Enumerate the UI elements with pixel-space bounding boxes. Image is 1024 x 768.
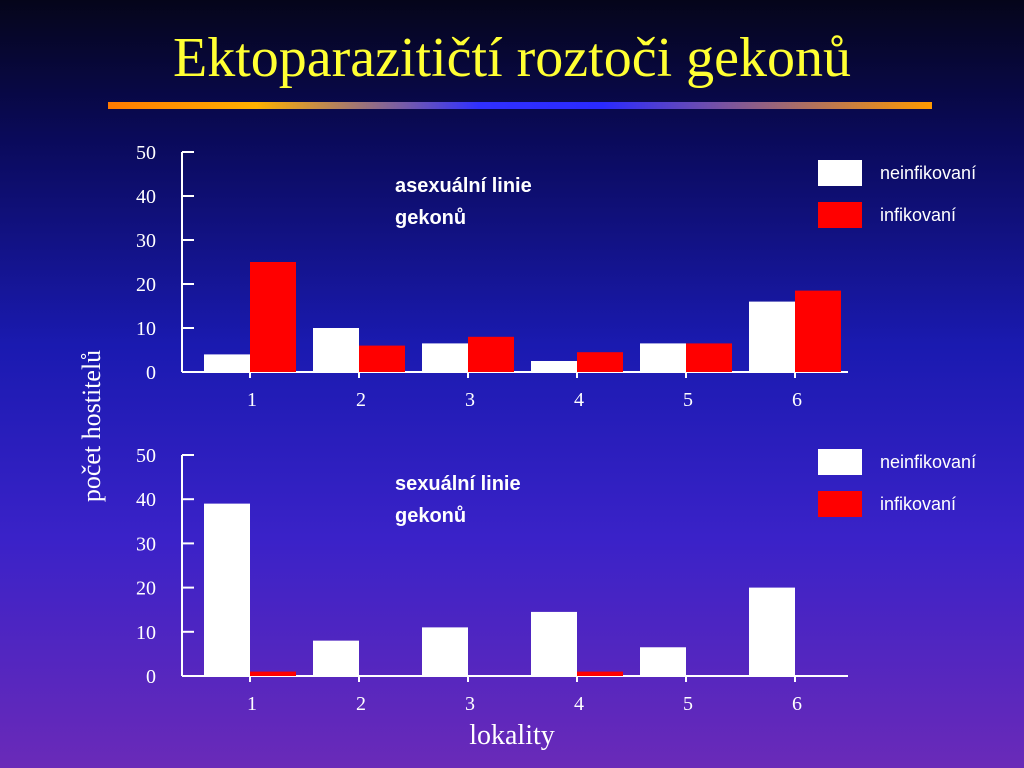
slide-title: Ektoparazitičtí roztoči gekonů [173, 27, 851, 89]
chart-1-bar-infikovani [686, 343, 732, 372]
chart-2-y-tick-label: 50 [136, 445, 156, 467]
chart-2-y-tick-label: 20 [136, 578, 156, 600]
chart-1-bar-infikovani [250, 262, 296, 372]
chart-2-bar-neinfikovani [313, 640, 359, 676]
chart-2-x-tick-label: 5 [683, 693, 693, 715]
chart-2-annotation: sexuální linie [395, 473, 521, 495]
chart-1-legend-swatch [818, 202, 862, 228]
title-underline [108, 102, 932, 109]
chart-1-x-tick-label: 4 [574, 389, 584, 411]
chart-1-bar-infikovani [795, 290, 841, 372]
chart-2-bar-infikovani [577, 671, 623, 676]
chart-1-x-tick-label: 2 [356, 389, 366, 411]
chart-1-annotation: gekonů [395, 207, 466, 229]
chart-1-y-tick-label: 30 [136, 230, 156, 252]
chart-2-legend-label: infikovaní [880, 494, 956, 514]
chart-1-bar-neinfikovani [531, 361, 577, 372]
chart-1-x-tick-label: 1 [247, 389, 257, 411]
chart-2-bar-neinfikovani [640, 647, 686, 676]
chart-1-x-tick-label: 3 [465, 389, 475, 411]
chart-2-x-tick-label: 3 [465, 693, 475, 715]
chart-1-bar-infikovani [468, 336, 514, 372]
chart-1-annotation: asexuální linie [395, 175, 532, 197]
chart-1-bar-infikovani [577, 352, 623, 372]
chart-2-y-tick-label: 40 [136, 489, 156, 511]
chart-2-x-tick-label: 2 [356, 693, 366, 715]
chart-1-y-tick-label: 20 [136, 274, 156, 296]
chart-1-legend-label: infikovaní [880, 205, 956, 225]
chart-2-legend-label: neinfikovaní [880, 452, 976, 472]
chart-2-x-tick-label: 4 [574, 693, 584, 715]
chart-2-x-tick-label: 6 [792, 693, 802, 715]
chart-2-bar-neinfikovani [204, 503, 250, 676]
chart-1-bar-neinfikovani [640, 343, 686, 372]
chart-2-bar-neinfikovani [749, 587, 795, 676]
chart-1-y-tick-label: 50 [136, 142, 156, 164]
chart-2-x-tick-label: 1 [247, 693, 257, 715]
chart-1-legend-swatch [818, 160, 862, 186]
chart-1-y-tick-label: 40 [136, 186, 156, 208]
chart-2-y-tick-label: 10 [136, 622, 156, 644]
chart-1-legend-label: neinfikovaní [880, 163, 976, 183]
chart-1-bar-neinfikovani [204, 354, 250, 372]
chart-2-bar-infikovani [250, 671, 296, 676]
chart-2-annotation: gekonů [395, 505, 466, 527]
chart-1-y-tick-label: 10 [136, 318, 156, 340]
chart-1-x-tick-label: 5 [683, 389, 693, 411]
x-axis-label: lokality [469, 720, 555, 751]
chart-1-bar-neinfikovani [313, 328, 359, 372]
chart-1-bar-neinfikovani [422, 343, 468, 372]
chart-2-legend-swatch [818, 491, 862, 517]
chart-2-bar-neinfikovani [422, 627, 468, 676]
chart-2-y-tick-label: 30 [136, 533, 156, 555]
chart-1-bar-infikovani [359, 345, 405, 372]
chart-2-bar-neinfikovani [531, 611, 577, 676]
chart-2-y-tick-label: 0 [146, 666, 156, 688]
chart-1-x-tick-label: 6 [792, 389, 802, 411]
chart-2-legend-swatch [818, 449, 862, 475]
chart-1-bar-neinfikovani [749, 301, 795, 372]
chart-1-y-tick-label: 0 [146, 362, 156, 384]
